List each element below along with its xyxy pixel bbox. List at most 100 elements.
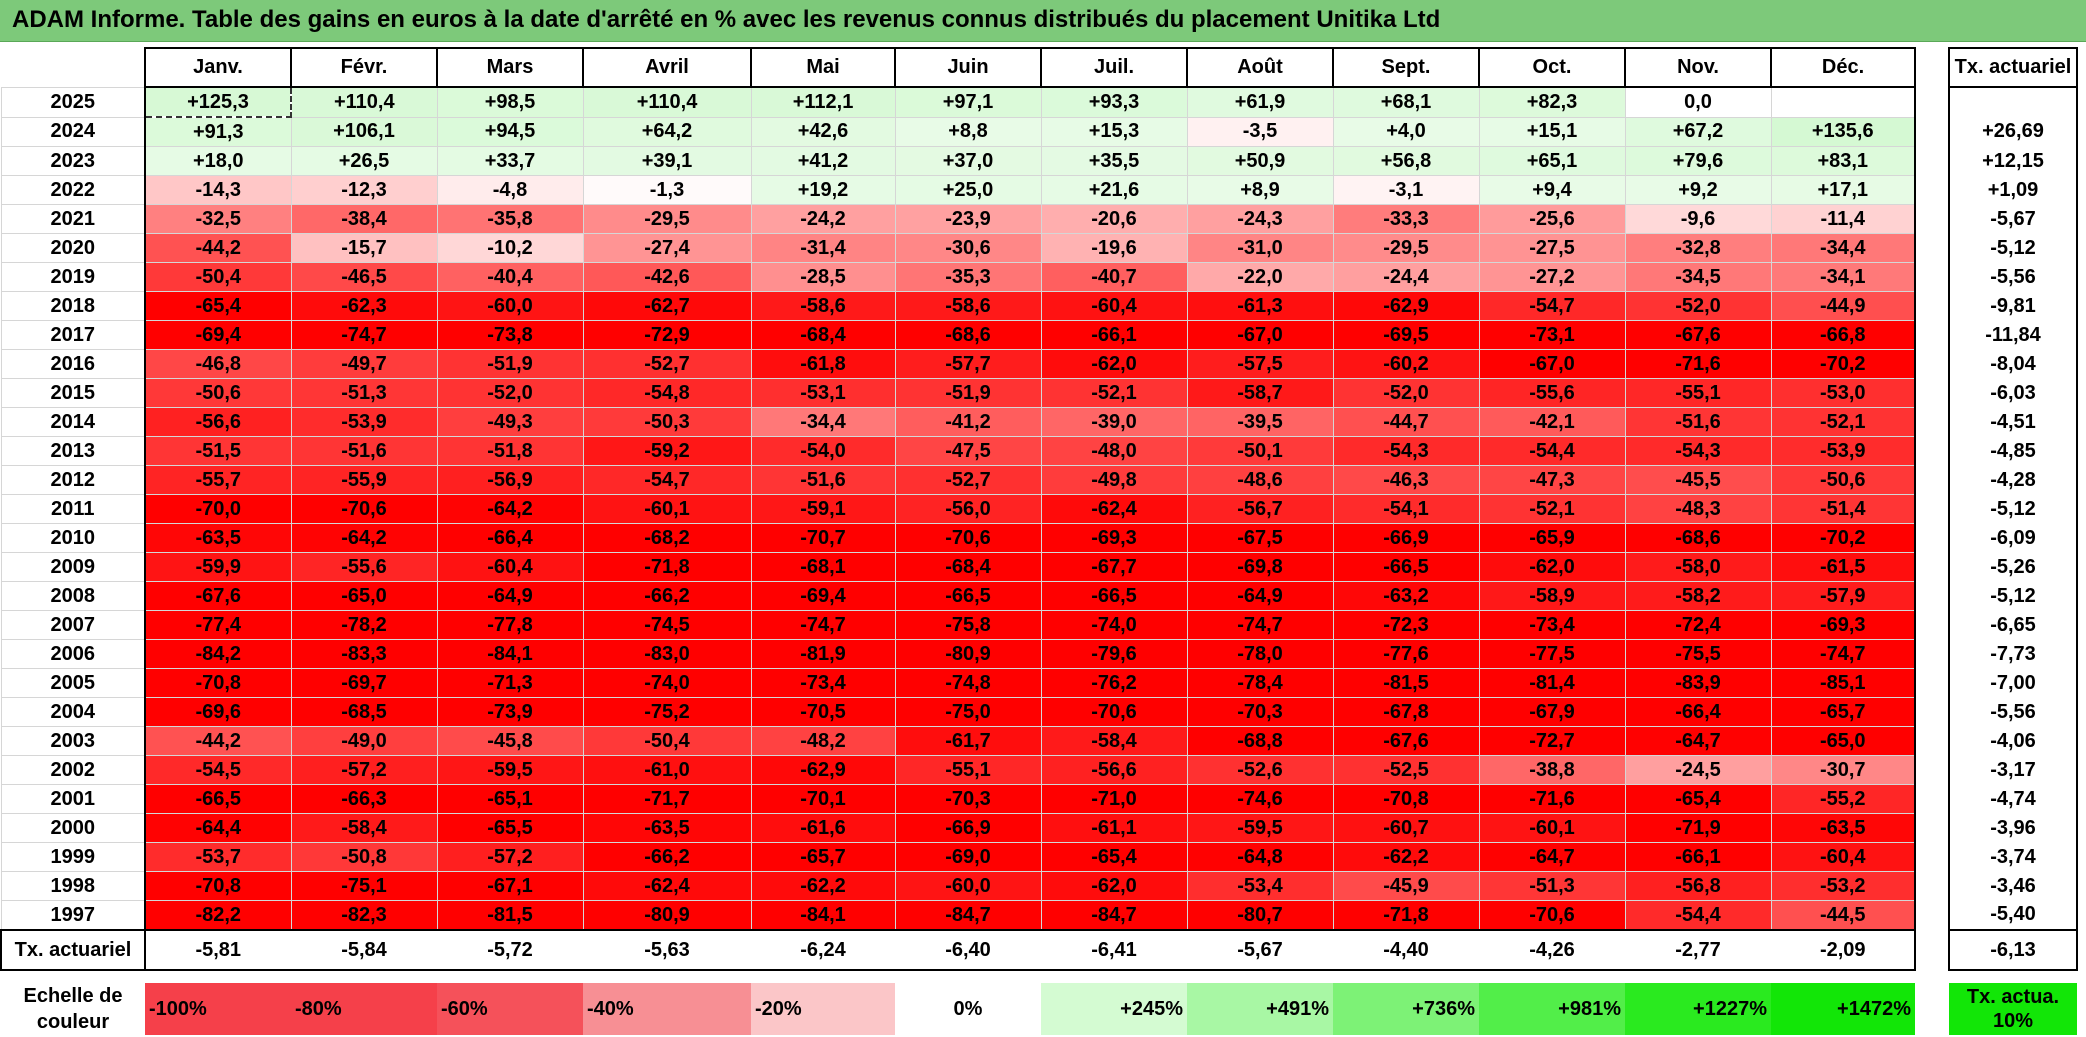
gain-cell: -81,5 bbox=[436, 900, 584, 931]
gain-cell: -64,9 bbox=[436, 581, 584, 611]
gain-cell: -60,7 bbox=[1332, 813, 1480, 843]
gain-cell: +8,8 bbox=[894, 116, 1042, 147]
gain-cell: -81,4 bbox=[1478, 668, 1626, 698]
gain-cell: -62,2 bbox=[750, 871, 896, 901]
month-header: Août bbox=[1186, 47, 1334, 88]
ta-value: -8,04 bbox=[1948, 349, 2078, 379]
row-year: 2024 bbox=[0, 116, 146, 147]
gain-cell: +35,5 bbox=[1040, 146, 1188, 176]
ta-value: -6,65 bbox=[1948, 610, 2078, 640]
gain-cell: -52,0 bbox=[1332, 378, 1480, 408]
gain-cell: -71,3 bbox=[436, 668, 584, 698]
column-gap bbox=[1915, 146, 1949, 176]
gain-cell: -53,2 bbox=[1770, 871, 1916, 901]
gain-cell: +18,0 bbox=[144, 146, 292, 176]
gain-cell: -54,3 bbox=[1624, 436, 1772, 466]
column-gap bbox=[1915, 813, 1949, 843]
gain-cell: -24,5 bbox=[1624, 755, 1772, 785]
gain-cell: -52,1 bbox=[1770, 407, 1916, 437]
gain-cell: -56,6 bbox=[1040, 755, 1188, 785]
gain-cell: -55,2 bbox=[1770, 784, 1916, 814]
row-year: 2014 bbox=[0, 407, 146, 437]
gain-cell: -70,8 bbox=[144, 668, 292, 698]
ta-value: -4,85 bbox=[1948, 436, 2078, 466]
title-bar: ADAM Informe. Table des gains en euros à… bbox=[0, 0, 2086, 42]
gain-cell: -67,8 bbox=[1332, 697, 1480, 727]
gain-cell: -68,5 bbox=[290, 697, 438, 727]
column-gap bbox=[1915, 668, 1949, 698]
gain-cell: -28,5 bbox=[750, 262, 896, 292]
gain-cell: -52,7 bbox=[894, 465, 1042, 495]
ta-value: -11,84 bbox=[1948, 320, 2078, 350]
gain-cell: -51,6 bbox=[290, 436, 438, 466]
column-gap bbox=[1915, 523, 1949, 553]
gain-cell: -81,9 bbox=[750, 639, 896, 669]
gain-cell: -53,4 bbox=[1186, 871, 1334, 901]
gain-cell: -30,7 bbox=[1770, 755, 1916, 785]
gain-cell: -62,9 bbox=[750, 755, 896, 785]
gain-cell: -68,4 bbox=[750, 320, 896, 350]
gain-cell: -71,6 bbox=[1624, 349, 1772, 379]
gain-cell: -68,4 bbox=[894, 552, 1042, 582]
gain-cell: -72,4 bbox=[1624, 610, 1772, 640]
gain-cell: -51,9 bbox=[436, 349, 584, 379]
table-row: 2018 -65,4 -62,3 -60,0 -62,7 -58,6 -58,6 -60,4-… bbox=[0, 291, 2078, 321]
gain-cell: -74,0 bbox=[1040, 610, 1188, 640]
gain-cell: -77,6 bbox=[1332, 639, 1480, 669]
gain-cell: +97,1 bbox=[894, 86, 1042, 118]
gain-cell: +56,8 bbox=[1332, 146, 1480, 176]
ta-value: +26,69 bbox=[1948, 117, 2078, 147]
column-gap bbox=[1915, 407, 1949, 437]
table-row: 1997 -82,2 -82,3 -81,5 -80,9 -84,1 -84,7 -84,7-… bbox=[0, 900, 2078, 931]
gain-cell: -39,0 bbox=[1040, 407, 1188, 437]
gain-cell: +106,1 bbox=[290, 116, 438, 147]
gain-cell: -71,9 bbox=[1624, 813, 1772, 843]
gain-cell: -61,8 bbox=[750, 349, 896, 379]
footer-row: Tx. actuariel -5,81 -5,84 -5,72 -5,63 -6… bbox=[0, 929, 2078, 971]
gain-cell: -66,3 bbox=[290, 784, 438, 814]
gain-cell: -50,6 bbox=[144, 378, 292, 408]
row-year: 2018 bbox=[0, 291, 146, 321]
gain-cell: -84,2 bbox=[144, 639, 292, 669]
corner-blank bbox=[1, 48, 145, 87]
row-year: 2022 bbox=[0, 175, 146, 205]
gain-cell: -67,6 bbox=[1332, 726, 1480, 756]
gain-cell: -83,9 bbox=[1624, 668, 1772, 698]
gain-cell: -64,4 bbox=[144, 813, 292, 843]
gain-cell: -60,4 bbox=[436, 552, 584, 582]
gain-cell: -51,5 bbox=[144, 436, 292, 466]
gain-cell: -34,4 bbox=[750, 407, 896, 437]
gain-cell: +65,1 bbox=[1478, 146, 1626, 176]
gain-cell: -62,0 bbox=[1040, 871, 1188, 901]
scale-step: -40% bbox=[583, 983, 751, 1035]
gain-cell: -69,5 bbox=[1332, 320, 1480, 350]
column-gap bbox=[1915, 494, 1949, 524]
gain-cell: -85,1 bbox=[1770, 668, 1916, 698]
gain-cell: +39,1 bbox=[582, 146, 752, 176]
gain-cell: -82,3 bbox=[290, 900, 438, 931]
gain-cell: -73,8 bbox=[436, 320, 584, 350]
month-header: Mai bbox=[750, 47, 896, 88]
footer-value: -5,67 bbox=[1186, 929, 1334, 971]
table-row: 2019 -50,4 -46,5 -40,4 -42,6 -28,5 -35,3 -40,7-… bbox=[0, 262, 2078, 292]
gain-cell: -20,6 bbox=[1040, 204, 1188, 234]
gain-cell: -67,7 bbox=[1040, 552, 1188, 582]
gain-cell: -71,8 bbox=[1332, 900, 1480, 931]
month-header: Sept. bbox=[1332, 47, 1480, 88]
gain-cell: +93,3 bbox=[1040, 86, 1188, 118]
gain-cell: -67,6 bbox=[144, 581, 292, 611]
gain-cell: -74,5 bbox=[582, 610, 752, 640]
ta-value: -6,09 bbox=[1948, 523, 2078, 553]
gain-cell: -51,4 bbox=[1770, 494, 1916, 524]
footer-value: -5,72 bbox=[436, 929, 584, 971]
gain-cell: -71,7 bbox=[582, 784, 752, 814]
column-gap bbox=[1915, 697, 1949, 727]
column-gap bbox=[1915, 349, 1949, 379]
gain-cell: -27,5 bbox=[1478, 233, 1626, 263]
spacer-row bbox=[1, 970, 2077, 983]
row-year: 2017 bbox=[0, 320, 146, 350]
gain-cell: -84,1 bbox=[750, 900, 896, 931]
scale-step: -100% bbox=[145, 983, 291, 1035]
column-gap bbox=[1915, 755, 1949, 785]
gain-cell: -19,6 bbox=[1040, 233, 1188, 263]
